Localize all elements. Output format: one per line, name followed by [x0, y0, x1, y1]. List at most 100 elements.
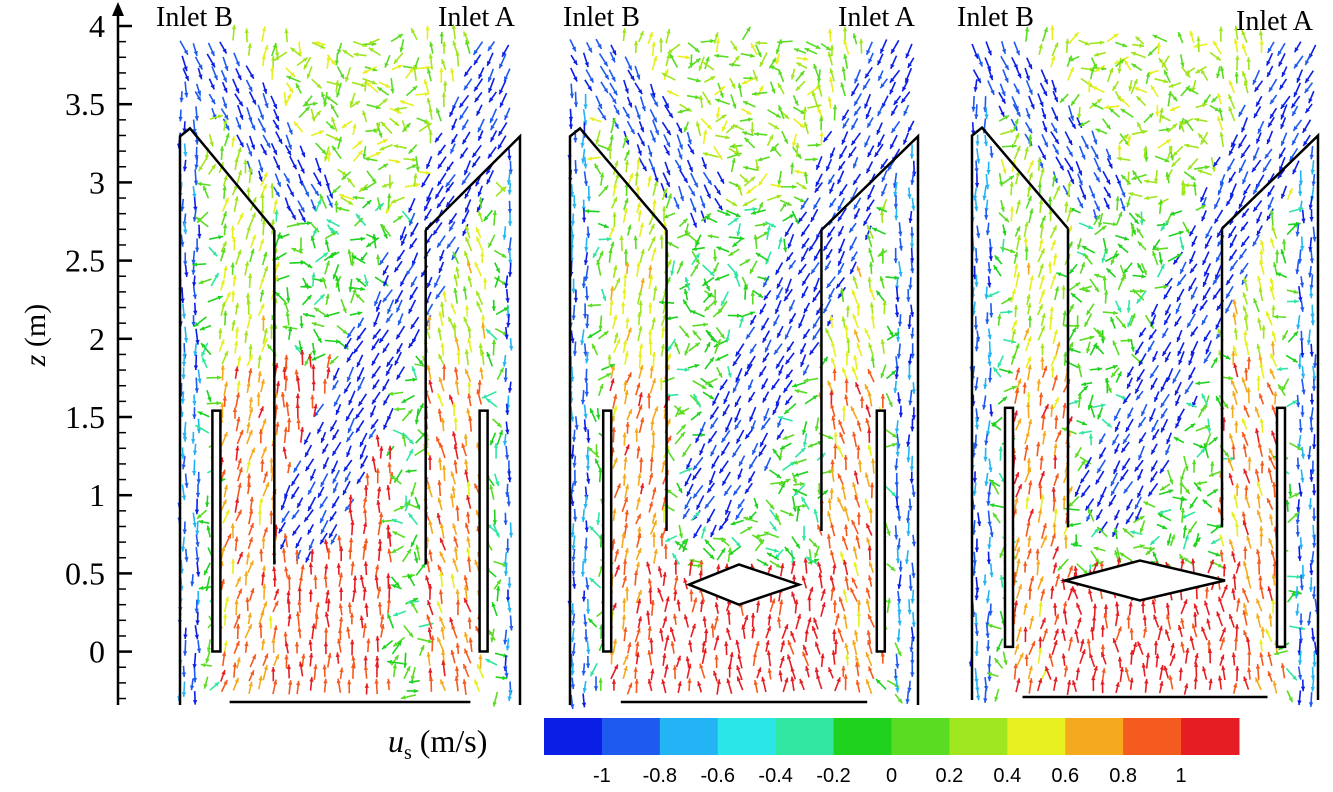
vector-arrowhead	[401, 398, 407, 403]
vector-arrowhead	[451, 254, 456, 260]
vector-arrowhead	[332, 384, 337, 390]
vector-arrowhead	[347, 332, 352, 338]
vector-arrowhead	[195, 541, 200, 547]
vector-arrowhead	[324, 313, 330, 318]
vector-arrowhead	[639, 30, 644, 36]
vector-arrowhead	[346, 626, 351, 632]
vector-arrowhead	[258, 176, 263, 182]
vector-arrowhead	[341, 123, 347, 128]
vector-arrowhead	[238, 551, 243, 557]
vector-arrowhead	[491, 602, 496, 608]
vector-arrowhead	[378, 512, 384, 518]
vector-arrowhead	[407, 573, 412, 579]
vector-arrowhead	[221, 469, 226, 475]
vector-arrowhead	[328, 202, 333, 208]
vector-arrowhead	[451, 624, 456, 630]
vector-arrowhead	[666, 28, 671, 34]
vector-arrowhead	[461, 443, 466, 449]
axis-arrowhead-icon	[112, 2, 124, 16]
vector-arrowhead	[360, 463, 365, 469]
vector-arrowhead	[330, 252, 336, 257]
vector-arrowhead	[329, 359, 335, 365]
vector-arrowhead	[334, 60, 340, 66]
vector-arrowhead	[235, 623, 241, 629]
vector-arrowhead	[648, 32, 653, 38]
vector-arrowhead	[231, 136, 236, 141]
vector-arrowhead	[288, 129, 293, 135]
vector-arrowhead	[363, 485, 369, 490]
vector-arrowhead	[264, 653, 269, 659]
vector-arrowhead	[192, 663, 197, 669]
vector-arrowhead	[503, 571, 509, 576]
vector-arrowhead	[231, 290, 236, 296]
vector-arrowhead	[338, 616, 344, 622]
vector-arrowhead	[411, 28, 416, 34]
vector-arrowhead	[714, 32, 719, 38]
vector-arrowhead	[366, 82, 372, 87]
vector-arrowhead	[182, 437, 188, 442]
vector-arrowhead	[358, 150, 363, 156]
vector-arrowhead	[261, 219, 266, 225]
vector-arrowhead	[194, 608, 199, 614]
right-wall-line	[424, 133, 522, 705]
vector-arrowhead	[291, 480, 296, 486]
vector-arrowhead	[391, 198, 397, 204]
vector-arrowhead	[220, 339, 225, 345]
vector-arrowhead	[440, 679, 445, 685]
vector-arrowhead	[271, 638, 276, 643]
vector-arrowhead	[301, 216, 306, 222]
vector-arrowhead	[270, 66, 275, 72]
vector-arrowhead	[193, 180, 199, 186]
vector-arrowhead	[218, 235, 224, 240]
vector-arrowhead	[362, 153, 367, 159]
vector-arrowhead	[435, 293, 441, 299]
vector-arrowhead	[474, 679, 479, 685]
vector-arrowhead	[283, 631, 288, 637]
vector-arrowhead	[452, 523, 457, 529]
vector-arrowhead	[280, 544, 285, 550]
vector-arrowhead	[439, 616, 444, 622]
vector-arrowhead	[359, 454, 364, 460]
vector-arrowhead	[311, 364, 316, 369]
vector-arrowhead	[308, 652, 314, 658]
vector-arrowhead	[353, 52, 359, 57]
vector-arrowhead	[464, 459, 469, 465]
vector-arrowhead	[182, 651, 188, 656]
vector-arrowhead	[418, 360, 424, 366]
vector-arrowhead	[386, 573, 391, 578]
vector-arrowhead	[359, 615, 364, 621]
vector-arrowhead	[305, 452, 310, 458]
vector-arrowhead	[348, 507, 353, 513]
vector-arrowhead	[196, 96, 201, 102]
vector-arrowhead	[377, 87, 383, 92]
vector-arrowhead	[363, 665, 369, 671]
vector-arrowhead	[251, 654, 256, 660]
vector-arrowhead	[377, 586, 382, 592]
vector-arrowhead	[362, 508, 368, 513]
vector-arrowhead	[307, 263, 313, 268]
vector-arrowhead	[194, 388, 199, 393]
vector-arrowhead	[427, 455, 433, 460]
vector-arrowhead	[237, 147, 242, 153]
vector-arrowhead	[198, 166, 204, 172]
vector-arrowhead	[380, 614, 385, 620]
vector-arrowhead	[463, 85, 469, 91]
vector-arrowhead	[397, 320, 402, 326]
vector-arrowhead	[222, 395, 227, 401]
vector-arrowhead	[393, 612, 399, 617]
vector-arrowhead	[345, 76, 350, 82]
vector-arrowhead	[327, 653, 332, 658]
vector-arrowhead	[263, 337, 268, 343]
vector-arrowhead	[275, 262, 280, 268]
vector-arrowhead	[361, 82, 366, 88]
vector-arrowhead	[320, 518, 325, 524]
vector-arrowhead	[181, 672, 187, 677]
vector-arrowhead	[249, 523, 254, 529]
vector-arrowhead	[489, 484, 494, 490]
vector-arrowhead	[287, 326, 293, 332]
vector-arrowhead	[597, 43, 602, 49]
vessel-outline	[178, 126, 522, 705]
vector-arrowhead	[503, 377, 508, 383]
vector-arrowhead	[259, 406, 264, 412]
vector-arrowhead	[424, 215, 429, 221]
